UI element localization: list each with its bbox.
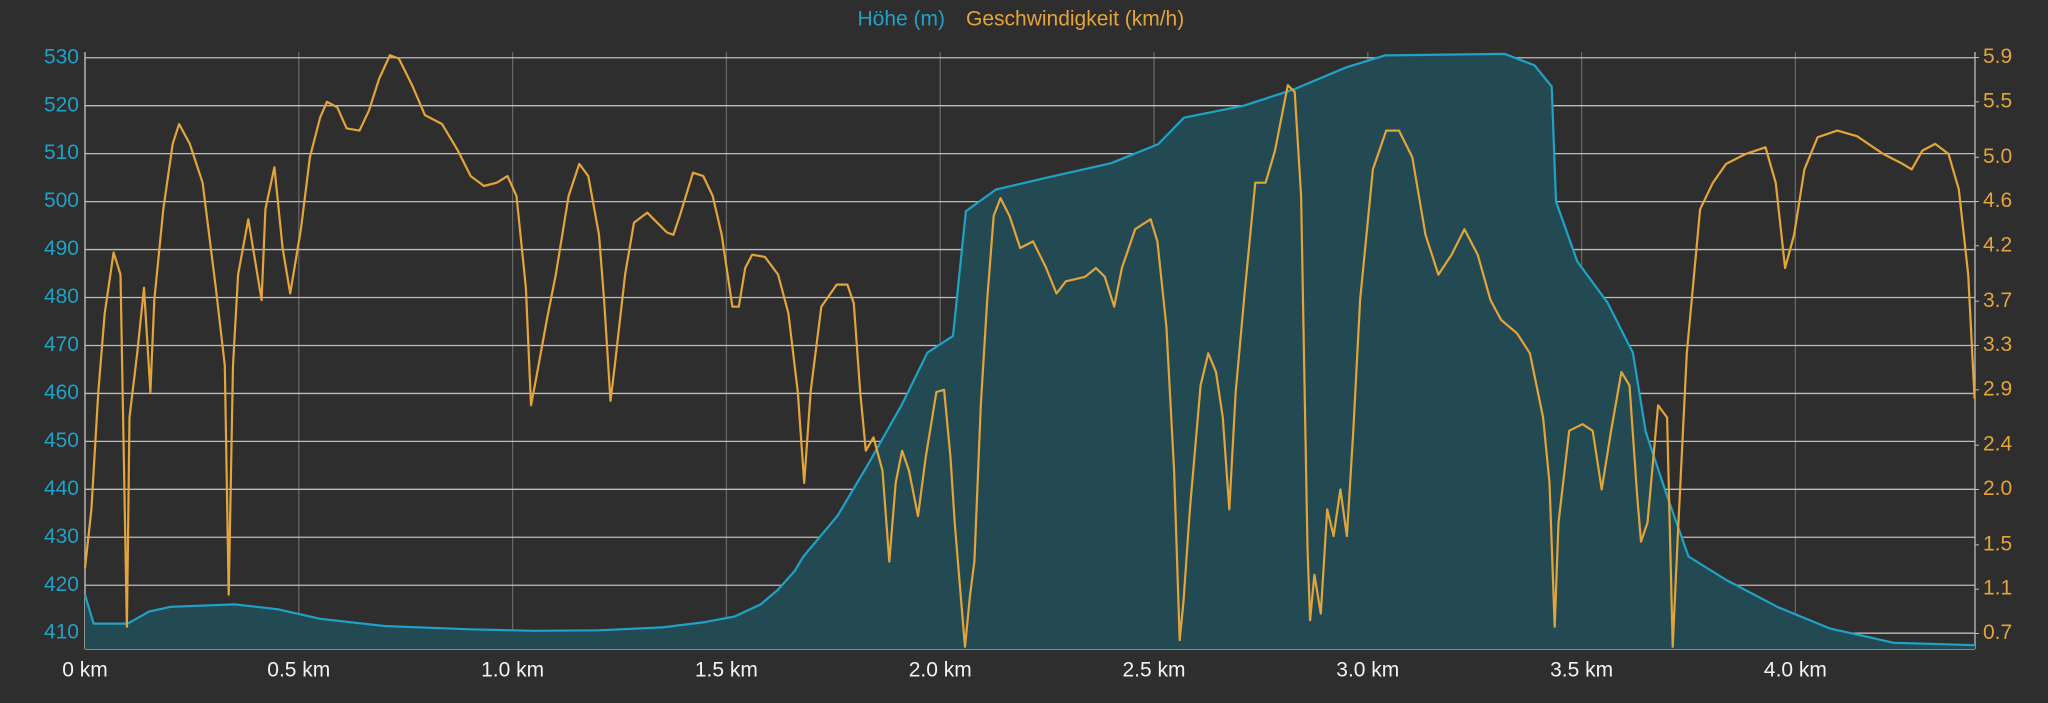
y-tick-label: 420 bbox=[44, 573, 79, 596]
series-line bbox=[83, 54, 1976, 648]
x-tick-label: 3.5 km bbox=[1550, 659, 1613, 682]
x-tick-label: 2.5 km bbox=[1122, 659, 1185, 682]
y2-tick-label: 2.4 bbox=[1983, 433, 2013, 456]
x-tick-label: 3.0 km bbox=[1336, 659, 1399, 682]
y2-tick-label: 4.6 bbox=[1983, 189, 2012, 212]
y2-tick-label: 1.5 bbox=[1983, 532, 2012, 555]
y2-tick-label: 2.0 bbox=[1983, 477, 2012, 500]
y-tick-label: 490 bbox=[44, 237, 79, 260]
y-tick-label: 430 bbox=[44, 525, 79, 548]
plot bbox=[83, 52, 1976, 649]
legend: Höhe (m) Geschwindigkeit (km/h) bbox=[857, 8, 1184, 31]
y2-tick-label: 1.1 bbox=[1983, 577, 2012, 600]
y2-tick-label: 3.7 bbox=[1983, 289, 2012, 312]
x-tick-label: 1.5 km bbox=[695, 659, 758, 682]
y-tick-label: 440 bbox=[44, 477, 79, 500]
x-tick-label: 0 km bbox=[62, 659, 108, 682]
x-tick-label: 2.0 km bbox=[909, 659, 972, 682]
legend-label: Höhe (m) bbox=[857, 8, 945, 31]
y-tick-label: 530 bbox=[44, 45, 79, 68]
area bbox=[85, 53, 1975, 649]
y-tick-label: 520 bbox=[44, 93, 79, 116]
y2-tick-label: 5.0 bbox=[1983, 145, 2012, 168]
axes: 0 km 0.5 km 1.0 km 1.5 km 2.0 km 2.5 km 3.0 km… bbox=[44, 45, 2013, 681]
y2-tick-label: 4.2 bbox=[1983, 233, 2012, 256]
series-line bbox=[83, 52, 1976, 647]
y-tick-label: 510 bbox=[44, 141, 79, 164]
y-tick-label: 460 bbox=[44, 381, 79, 404]
y2-tick-label: 5.9 bbox=[1983, 45, 2012, 68]
legend-label: Geschwindigkeit (km/h) bbox=[966, 8, 1184, 31]
y2-tick-label: 2.9 bbox=[1983, 377, 2012, 400]
x-tick-label: 1.0 km bbox=[481, 659, 544, 682]
y-tick-label: 480 bbox=[44, 285, 79, 308]
y-tick-label: 470 bbox=[44, 333, 79, 356]
y-tick-label: 410 bbox=[44, 621, 79, 644]
y2-tick-label: 0.7 bbox=[1983, 621, 2012, 644]
x-tick-label: 4.0 km bbox=[1764, 659, 1827, 682]
y2-tick-label: 5.5 bbox=[1983, 89, 2012, 112]
y-tick-label: 500 bbox=[44, 189, 79, 212]
y2-tick-label: 3.3 bbox=[1983, 333, 2012, 356]
x-tick-label: 0.5 km bbox=[267, 659, 330, 682]
y-tick-label: 450 bbox=[44, 429, 79, 452]
